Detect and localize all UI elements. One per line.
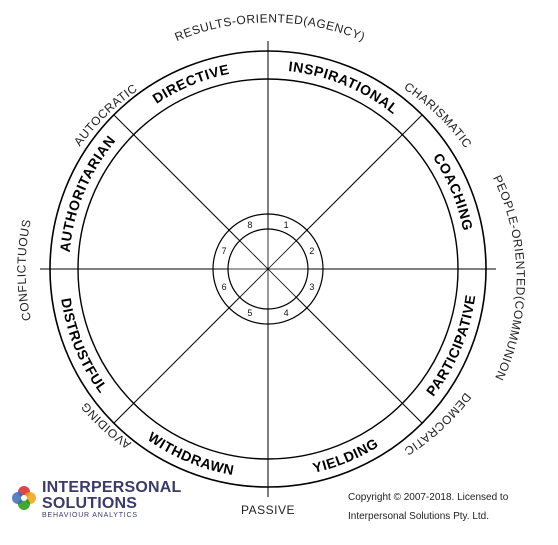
logo-title: INTERPERSONAL SOLUTIONS [42,480,182,512]
copyright-notice: Copyright © 2007-2018. Licensed to Inter… [348,488,553,526]
segment-number: 1 [284,220,289,230]
hub-divider [228,229,241,242]
hub-inner-spoke [267,240,297,270]
segment-number: 7 [222,246,227,256]
segment-number: 3 [309,282,314,292]
spoke-line [306,114,423,231]
hub-divider [295,296,308,309]
segment-numbers: 1 2 3 4 5 6 7 8 [222,220,315,318]
center-hub [212,213,324,325]
spoke-line [113,307,230,424]
hub-divider [228,296,241,309]
axis-bottom-label: PASSIVE [241,503,295,517]
hub-inner-spoke [239,240,269,270]
spoke-line [306,307,423,424]
spoke-line [113,114,230,231]
logo-line-2: SOLUTIONS [42,495,138,512]
company-logo: INTERPERSONAL SOLUTIONS BEHAVIOUR ANALYT… [8,480,228,524]
copyright-line-2: Interpersonal Solutions Pty. Ltd. [348,511,490,522]
copyright-line-1: Copyright © 2007-2018. Licensed to [348,492,509,503]
segment-number: 4 [284,308,289,318]
axis-top-label: RESULTS-ORIENTED(AGENCY) [173,11,368,44]
axis-left-label: CONFLICTUOUS [15,218,34,322]
logo-line-1: INTERPERSONAL [42,479,182,496]
segment-number: 6 [222,282,227,292]
hub-divider [295,229,308,242]
segment-number: 2 [309,246,314,256]
hub-inner-spoke [239,268,269,298]
flower-logo-icon [12,486,36,510]
segment-number: 5 [247,308,252,318]
segment-number: 8 [247,220,252,230]
logo-tagline: BEHAVIOUR ANALYTICS [42,512,138,519]
hub-inner-spoke [267,268,297,298]
